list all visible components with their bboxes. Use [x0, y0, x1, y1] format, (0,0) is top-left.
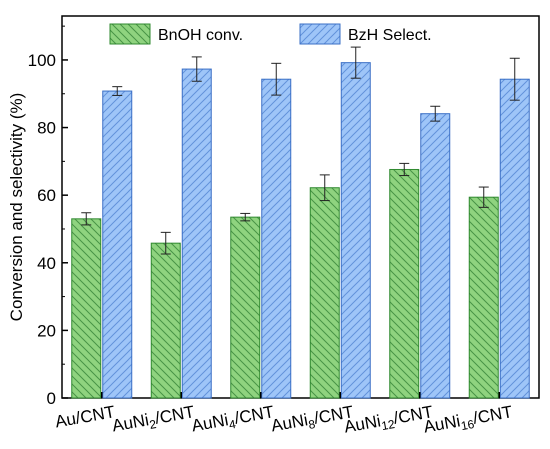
x-tick-label: AuNi12/CNT [343, 402, 435, 439]
x-tick-label: AuNi4/CNT [190, 402, 276, 438]
x-tick-label-suffix: /CNT [74, 402, 116, 428]
y-axis: 0 20 40 60 80 100 [28, 25, 68, 408]
y-axis-title: Conversion and selectivity (%) [7, 93, 26, 322]
legend-label: BzH Select. [348, 27, 432, 44]
bar-hatch [102, 91, 132, 398]
bar-hatch [261, 79, 291, 398]
x-tick-label-base: Au [54, 409, 78, 431]
y-tick-label: 40 [37, 254, 56, 273]
y-tick-label: 80 [37, 119, 56, 138]
x-tick-label-subscript: 12 [380, 417, 396, 433]
bar-hatch [500, 79, 530, 398]
bar-hatch [71, 218, 101, 398]
legend-swatch-hatch [300, 24, 340, 44]
x-tick-label-base: AuNi [111, 410, 151, 435]
bar-hatch [182, 69, 212, 398]
bar-hatch [389, 169, 419, 398]
x-tick-label: AuNi2/CNT [111, 402, 197, 438]
legend: BnOH conv. BzH Select. [109, 23, 432, 45]
x-tick-label: Au/CNT [54, 402, 117, 431]
legend-swatch-hatch [110, 24, 150, 44]
x-tick-label-base: AuNi [190, 410, 230, 435]
x-tick-label-suffix: /CNT [472, 402, 514, 428]
y-tick-label: 100 [28, 51, 56, 70]
legend-label: BnOH conv. [158, 27, 243, 44]
bar-hatch [310, 187, 340, 398]
bars-group [71, 62, 530, 399]
x-tick-label-suffix: /CNT [154, 402, 196, 428]
x-axis: Au/CNTAuNi2/CNTAuNi4/CNTAuNi8/CNTAuNi12/… [54, 392, 514, 439]
bar-hatch [469, 197, 499, 398]
bar-hatch [420, 113, 450, 399]
x-tick-label-subscript: 16 [460, 417, 476, 433]
bar-hatch [151, 243, 181, 398]
y-tick-label: 20 [37, 321, 56, 340]
x-tick-label-subscript: 8 [307, 417, 316, 432]
y-tick-label: 60 [37, 186, 56, 205]
y-tick-label: 0 [47, 389, 56, 408]
bar-hatch [341, 62, 371, 398]
error-bars-group [81, 46, 520, 255]
x-tick-label-subscript: 4 [228, 417, 237, 432]
x-tick-label-base: AuNi [270, 410, 310, 435]
plot-frame [61, 15, 540, 399]
x-tick-label: AuNi16/CNT [422, 402, 514, 439]
x-tick-label-subscript: 2 [148, 417, 157, 432]
plot-area [61, 15, 540, 399]
bar-hatch [230, 217, 260, 398]
x-tick-label-suffix: /CNT [233, 402, 275, 428]
